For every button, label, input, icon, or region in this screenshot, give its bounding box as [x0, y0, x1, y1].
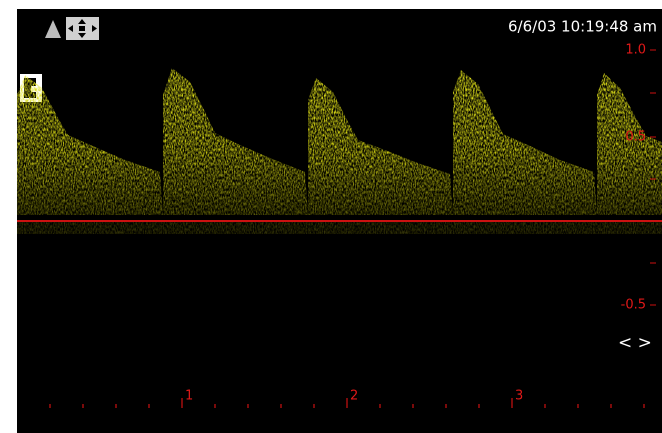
scale-label: 1.0: [625, 43, 646, 58]
scale-label: -0.5: [621, 298, 646, 313]
scale-label: 0.5: [625, 130, 646, 145]
move-icon[interactable]: [66, 17, 99, 40]
ultrasound-screen: 6/6/03 10:19:48 am 1.0 0.5 -0.5 < > 1 2 …: [0, 0, 662, 433]
scroll-control[interactable]: < >: [618, 333, 652, 353]
page: {"header": {"timestamp": "6/6/03 10:19:4…: [0, 0, 662, 433]
timestamp: 6/6/03 10:19:48 am: [508, 18, 657, 36]
waveform-noise: [17, 222, 662, 234]
time-marker: 1: [185, 389, 193, 404]
time-marker: 2: [350, 389, 358, 404]
time-marker: 3: [515, 389, 523, 404]
